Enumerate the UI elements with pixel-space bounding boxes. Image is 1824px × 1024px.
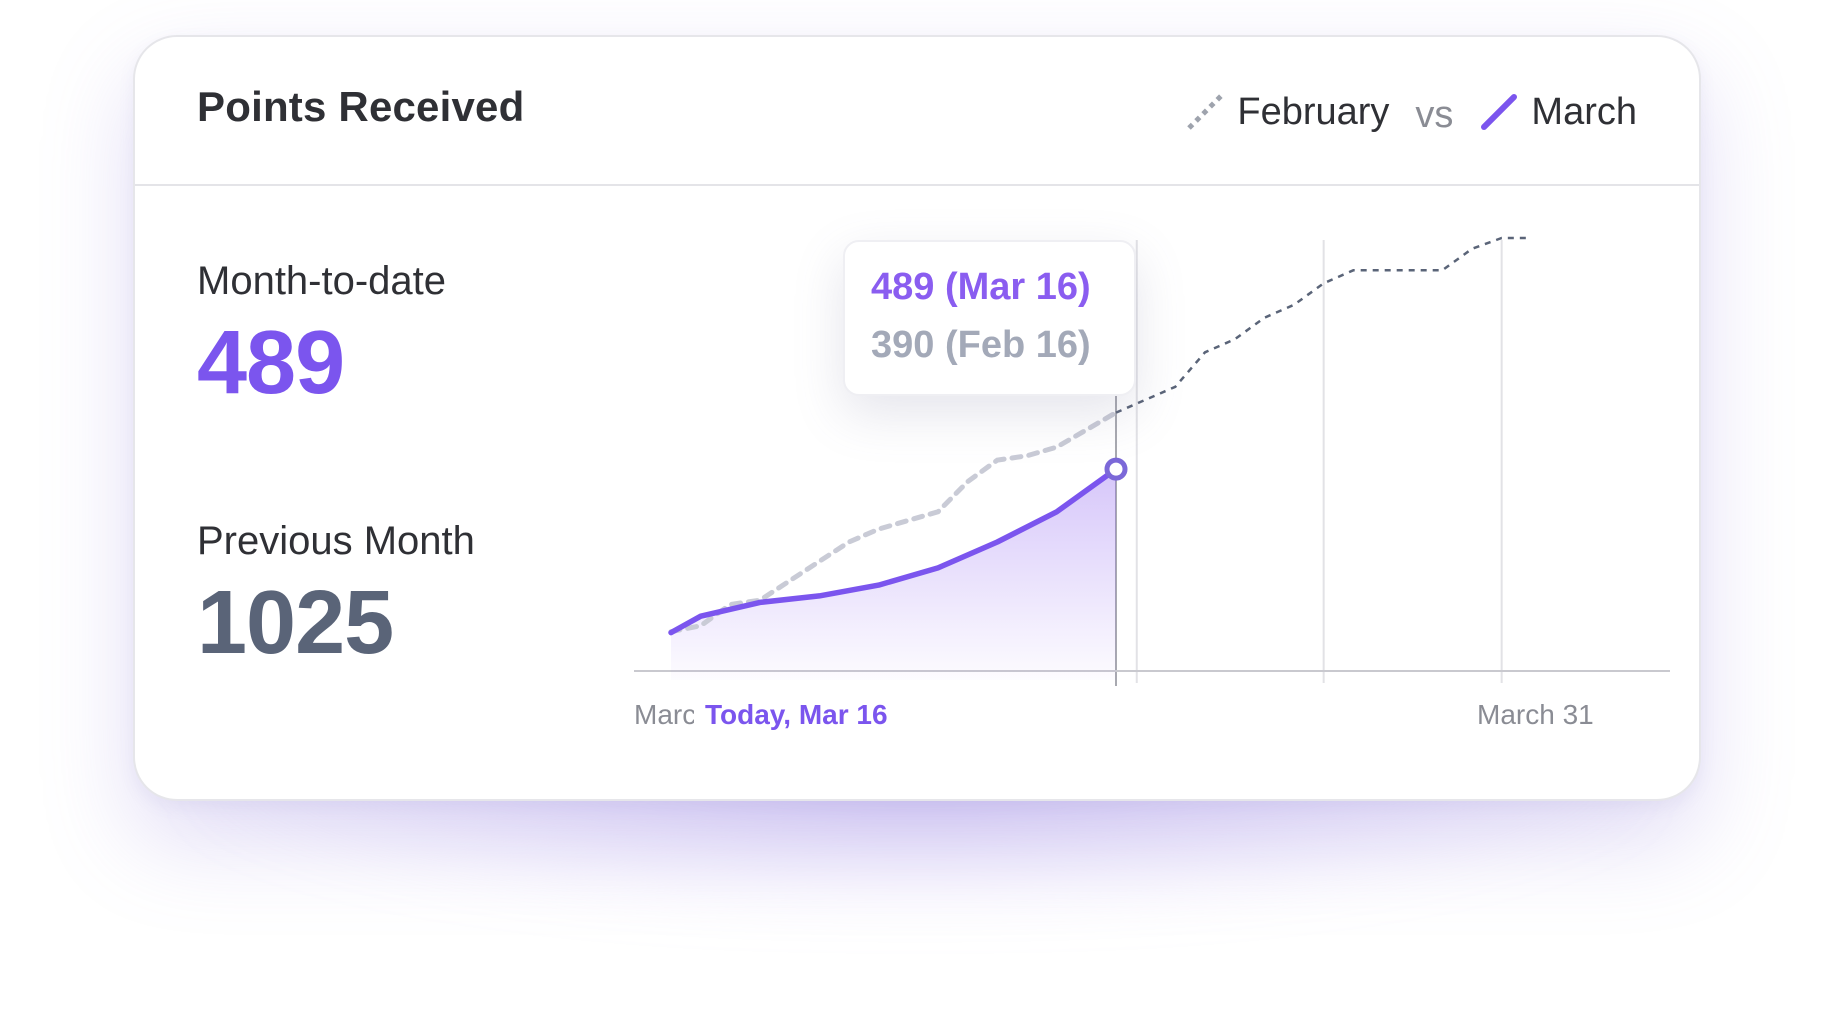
legend-march-label: March <box>1531 90 1637 133</box>
chart-series <box>668 236 1532 680</box>
tooltip-february-value: 390 (Feb 16) <box>871 324 1091 366</box>
march-series-line <box>668 466 1119 636</box>
month-to-date-stat: Month-to-date 489 <box>197 259 446 408</box>
x-axis-start-label: March 1 <box>634 699 694 730</box>
march-area-fill <box>671 469 1116 680</box>
previous-month-label: Previous Month <box>197 519 475 563</box>
legend-february-label: February <box>1237 90 1390 133</box>
x-axis-today-label: Today, Mar 16 <box>703 699 888 731</box>
solid-line-icon <box>1479 92 1519 132</box>
card-header: Points Received February vs March <box>135 37 1699 186</box>
dashed-line-icon <box>1185 92 1225 132</box>
legend-vs-label: vs <box>1415 93 1454 136</box>
today-point-marker <box>1104 457 1128 481</box>
chart-tooltip: 489 (Mar 16) 390 (Feb 16) <box>843 240 1136 396</box>
points-received-card: Points Received February vs March Month <box>133 35 1701 801</box>
previous-month-value: 1025 <box>197 573 394 673</box>
month-to-date-label: Month-to-date <box>197 259 447 303</box>
x-axis-end-label: March 31 <box>1477 699 1594 730</box>
month-to-date-value: 489 <box>197 313 345 413</box>
tooltip-march-value: 489 (Mar 16) <box>871 266 1091 308</box>
previous-month-stat: Previous Month 1025 <box>197 519 475 668</box>
card-title: Points Received <box>197 83 525 130</box>
legend: February vs March <box>1185 87 1637 137</box>
